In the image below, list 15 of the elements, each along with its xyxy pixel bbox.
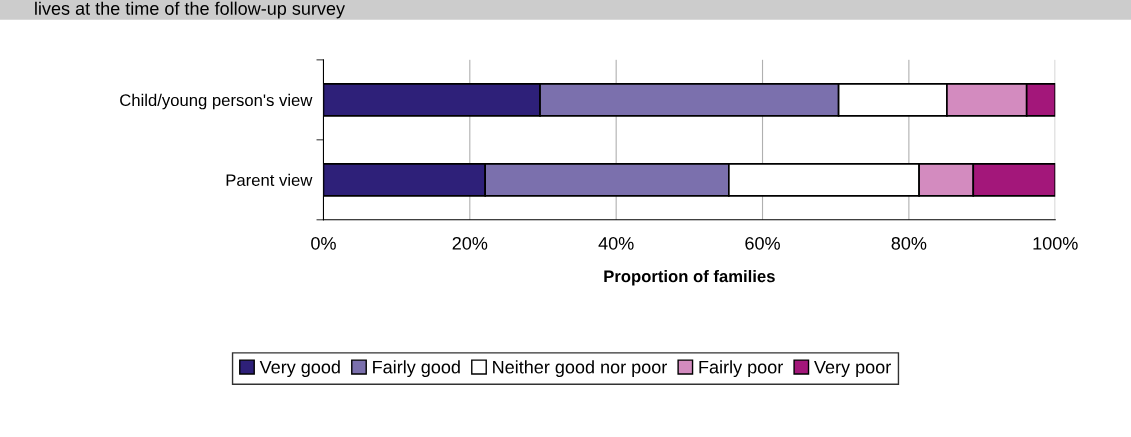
x-axis-title: Proportion of families [604, 269, 775, 286]
legend-label: Very poor [814, 360, 891, 378]
y-tick-label: Parent view [226, 173, 313, 187]
legend-label: Fairly good [373, 360, 460, 378]
x-tick-label: 20% [452, 236, 488, 250]
legend-label: Neither good nor poor [493, 360, 667, 378]
y-tick-label: Child/young person's view [120, 93, 313, 110]
legend-label: Fairly poor [699, 360, 783, 378]
x-tick-label: 60% [745, 236, 780, 250]
x-tick-label: 40% [598, 236, 634, 250]
legend-label: Very good [259, 360, 340, 378]
x-tick-label: 100% [1033, 236, 1078, 250]
x-tick-label: 80% [891, 236, 927, 250]
chart-title: lives at the time of the follow-up survey [35, 1, 345, 19]
x-tick-label: 0% [311, 236, 336, 250]
